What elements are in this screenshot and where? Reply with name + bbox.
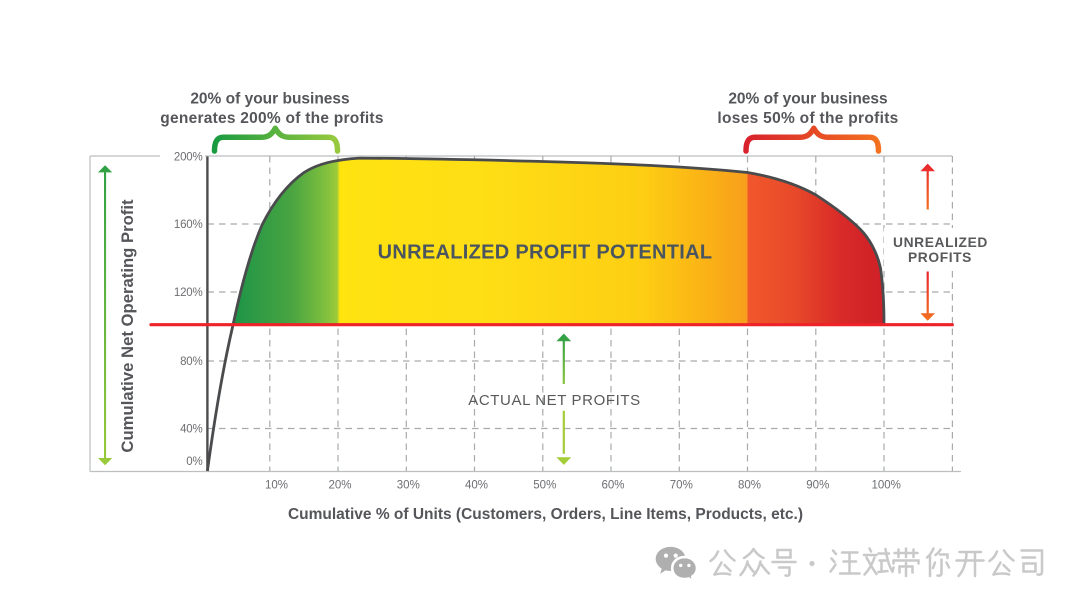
svg-text:60%: 60% xyxy=(601,480,624,492)
svg-text:80%: 80% xyxy=(180,356,202,368)
svg-text:200%: 200% xyxy=(174,152,203,164)
svg-text:10%: 10% xyxy=(265,480,288,492)
svg-text:120%: 120% xyxy=(174,287,203,299)
svg-text:20% of your business: 20% of your business xyxy=(190,91,349,108)
svg-text:UNREALIZED: UNREALIZED xyxy=(893,235,988,250)
svg-text:40%: 40% xyxy=(465,480,488,492)
svg-text:50%: 50% xyxy=(533,480,556,492)
svg-text:70%: 70% xyxy=(670,480,693,492)
svg-text:Cumulative Net Operating Profi: Cumulative Net Operating Profit xyxy=(118,199,137,453)
svg-text:Cumulative % of Units (Custome: Cumulative % of Units (Customers, Orders… xyxy=(288,506,803,523)
svg-text:30%: 30% xyxy=(397,480,420,492)
svg-text:80%: 80% xyxy=(738,480,761,492)
svg-text:ACTUAL NET PROFITS: ACTUAL NET PROFITS xyxy=(468,392,641,409)
svg-text:20%: 20% xyxy=(328,480,351,492)
svg-text:40%: 40% xyxy=(180,424,202,436)
svg-text:generates 200% of the profits: generates 200% of the profits xyxy=(160,110,383,127)
svg-text:loses 50% of the profits: loses 50% of the profits xyxy=(717,110,898,127)
svg-text:0%: 0% xyxy=(186,456,202,468)
svg-text:160%: 160% xyxy=(174,219,203,231)
svg-text:UNREALIZED PROFIT POTENTIAL: UNREALIZED PROFIT POTENTIAL xyxy=(378,242,713,264)
svg-text:90%: 90% xyxy=(806,480,829,492)
svg-text:100%: 100% xyxy=(871,480,900,492)
svg-text:20% of your business: 20% of your business xyxy=(728,91,887,108)
svg-text:PROFITS: PROFITS xyxy=(908,250,972,265)
